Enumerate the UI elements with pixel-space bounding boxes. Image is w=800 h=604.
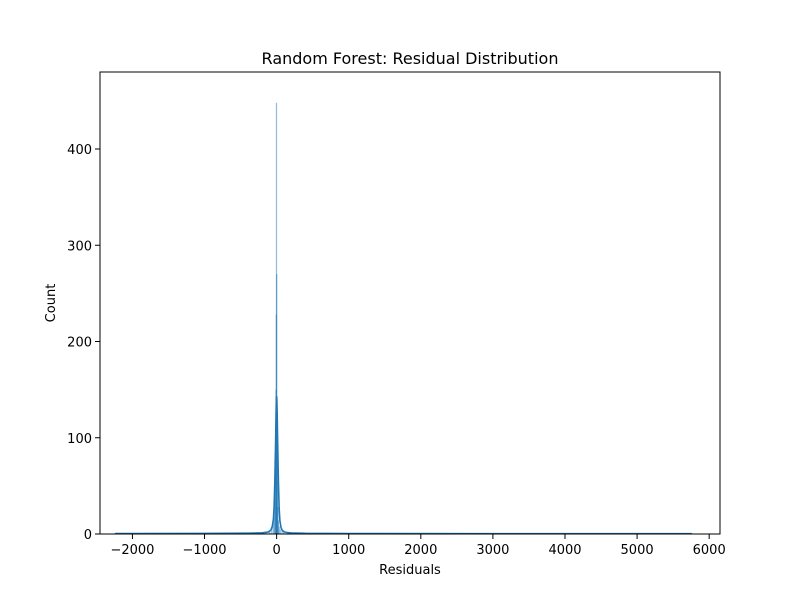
x-tick-label: 5000	[621, 543, 654, 558]
x-axis-label: Residuals	[379, 563, 441, 578]
y-tick-label: 400	[67, 143, 92, 158]
histogram-bar	[270, 529, 272, 534]
x-tick-label: 1000	[332, 543, 365, 558]
x-tick-label: 6000	[693, 543, 726, 558]
x-tick-label: −2000	[110, 543, 154, 558]
y-tick-label: 100	[67, 432, 92, 447]
histogram-bar	[272, 524, 274, 535]
x-tick-label: −1000	[183, 543, 227, 558]
y-tick-label: 200	[67, 336, 92, 351]
histogram-bar	[273, 516, 275, 534]
y-tick-label: 0	[84, 528, 92, 543]
x-tick-label: 0	[272, 543, 280, 558]
kde-curve	[115, 396, 692, 535]
histogram-bars	[114, 102, 692, 535]
histogram-bar	[283, 532, 285, 534]
histogram-bar	[281, 531, 283, 534]
histogram-bar	[279, 529, 281, 534]
x-tick-label: 2000	[404, 543, 437, 558]
y-axis-ticks: 0 100 200 300 400	[67, 143, 100, 543]
x-axis-ticks: −2000 −1000 0 1000 2000 3000 4000 5000 6000	[110, 534, 726, 558]
y-axis-label: Count	[44, 284, 59, 323]
plot-frame	[99, 71, 721, 535]
x-tick-label: 4000	[548, 543, 581, 558]
chart-title: Random Forest: Residual Distribution	[262, 49, 559, 68]
x-tick-label: 3000	[476, 543, 509, 558]
histogram-bar	[268, 531, 271, 534]
histogram-bar	[277, 520, 280, 534]
y-tick-label: 300	[67, 239, 92, 254]
histogram-bar	[278, 526, 280, 534]
